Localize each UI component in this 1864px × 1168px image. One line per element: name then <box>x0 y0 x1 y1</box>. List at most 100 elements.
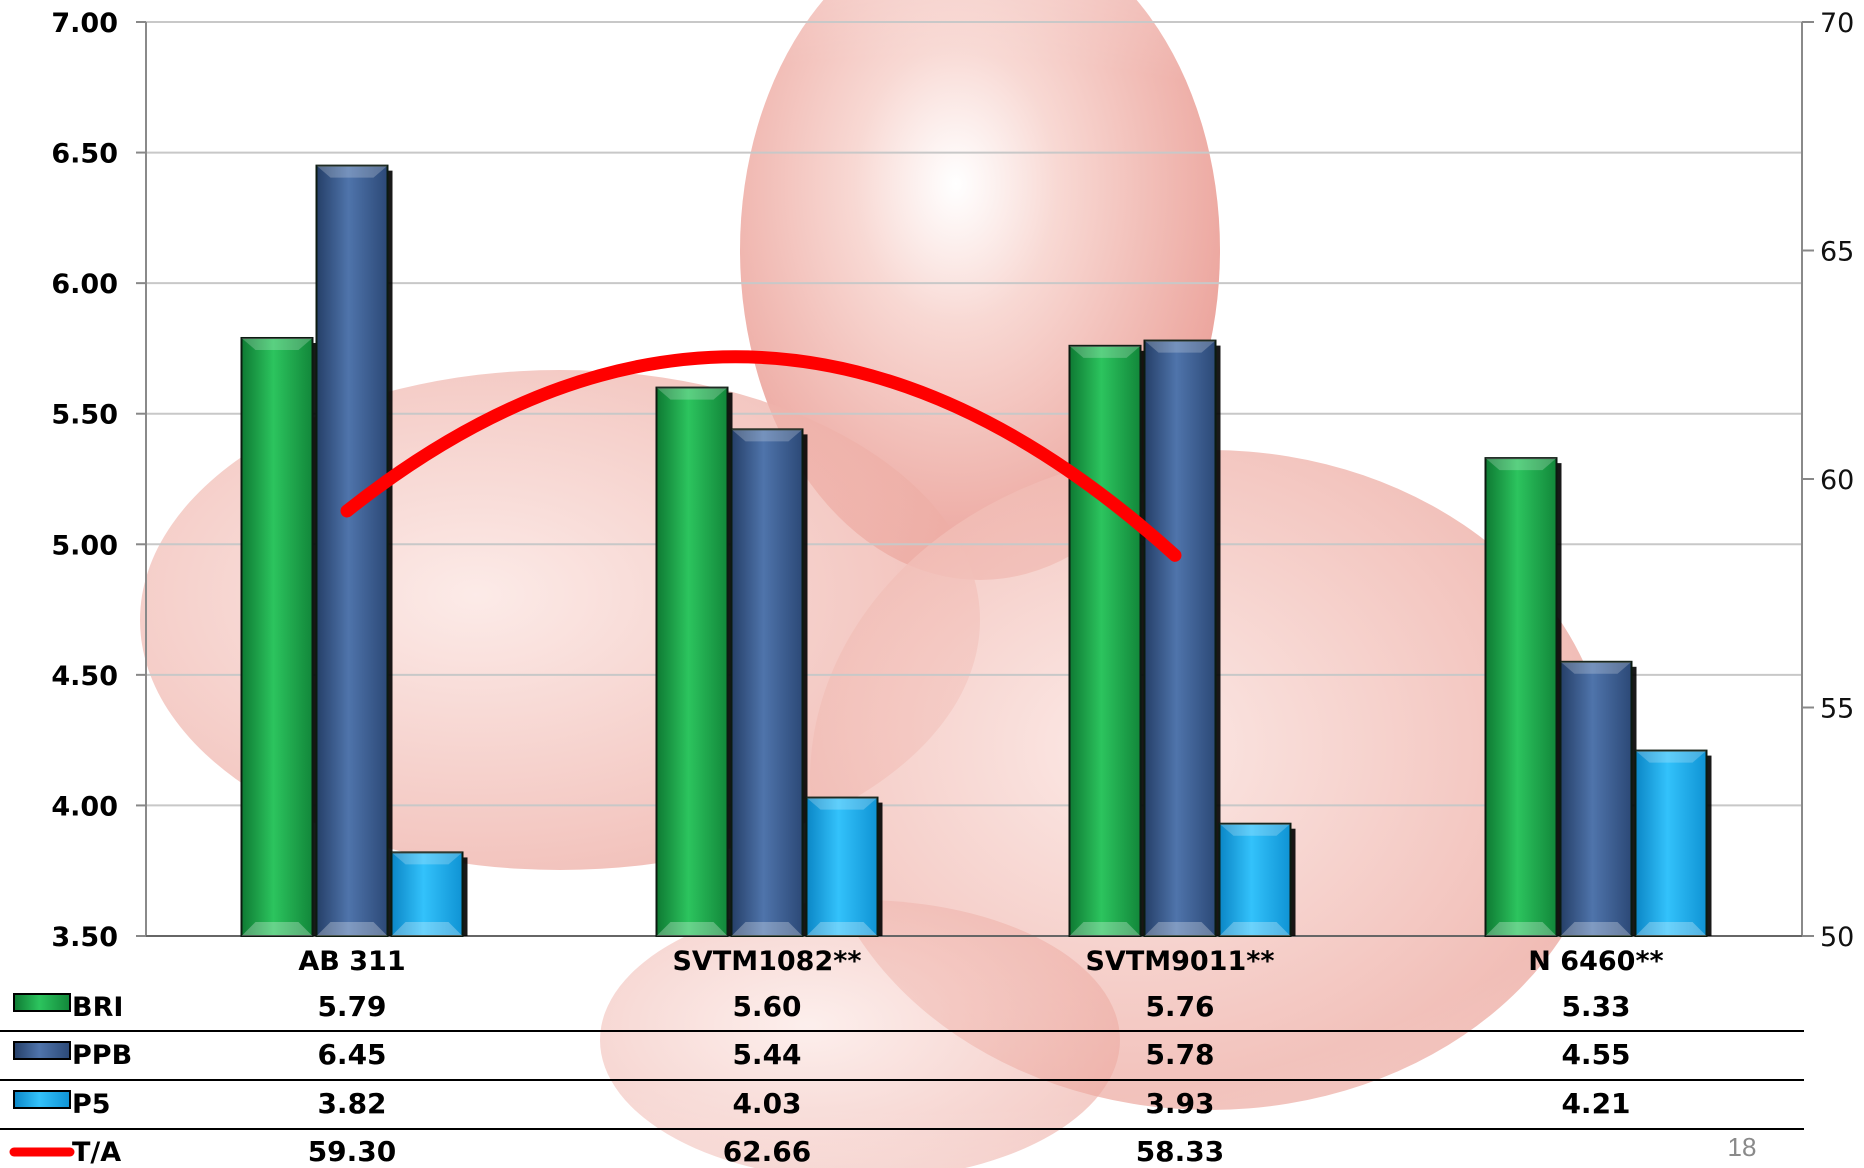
bar-p5 <box>805 796 883 938</box>
left-tick-label: 6.50 <box>51 139 118 170</box>
table-cell: 6.45 <box>317 1038 386 1071</box>
bar-bevel <box>731 922 803 936</box>
table-cell: 4.55 <box>1561 1038 1630 1071</box>
table-row: BRI 5.79 5.60 5.76 5.33 <box>13 990 1631 1023</box>
data-table: BRI 5.79 5.60 5.76 5.33 PPB 6.45 5.44 5.78 4.55 P5… <box>0 990 1804 1168</box>
left-tick-label: 6.00 <box>51 269 118 300</box>
table-cell: 5.33 <box>1561 990 1630 1023</box>
category-label: SVTM1082** <box>672 946 861 977</box>
category-label: N 6460** <box>1528 946 1663 977</box>
bar-body <box>730 428 804 937</box>
right-tick-label: 65 <box>1820 237 1854 268</box>
bar-body <box>1143 339 1217 937</box>
bar-bevel <box>656 922 728 936</box>
bar-bri <box>1068 344 1146 937</box>
legend-swatch <box>13 993 71 1012</box>
table-row: P5 3.82 4.03 3.93 4.21 <box>13 1087 1631 1120</box>
bar-body <box>655 386 729 938</box>
bar-bevel <box>1144 340 1216 353</box>
bar-bevel <box>806 797 878 810</box>
legend-label: T/A <box>72 1137 121 1168</box>
table-cell: 62.66 <box>723 1135 812 1168</box>
table-cell: 59.30 <box>308 1135 397 1168</box>
right-tick-label: 60 <box>1820 465 1854 496</box>
right-tick-label: 50 <box>1820 922 1854 953</box>
table-cell: 5.76 <box>1145 990 1214 1023</box>
bar-p5 <box>1634 749 1712 937</box>
bar-ppb <box>730 428 808 937</box>
left-tick-label: 5.00 <box>51 530 118 561</box>
bar-bri <box>240 336 318 937</box>
table-cell: 58.33 <box>1136 1135 1225 1168</box>
bar-body <box>390 851 464 937</box>
left-tick-label: 4.00 <box>51 791 118 822</box>
left-tick-label: 4.50 <box>51 661 118 692</box>
bar-bevel <box>1144 922 1216 936</box>
right-tick-label: 55 <box>1820 694 1854 725</box>
bar-bevel <box>656 387 728 400</box>
bar-body <box>805 796 879 938</box>
category-labels: AB 311 SVTM1082** SVTM9011** N 6460** <box>298 946 1663 977</box>
bar-bevel <box>1219 922 1291 936</box>
bar-bevel <box>1635 922 1707 936</box>
left-axis-ticks: 3.50 4.00 4.50 5.00 5.50 6.00 6.50 7.00 <box>51 8 146 953</box>
bar-body <box>1218 822 1292 937</box>
bar-ppb <box>1559 660 1637 937</box>
bar-bevel <box>806 922 878 936</box>
bar-body <box>315 164 389 937</box>
table-row: T/A 59.30 62.66 58.33 <box>9 1135 1225 1168</box>
bar-bevel <box>391 922 463 936</box>
table-cell: 5.78 <box>1145 1038 1214 1071</box>
right-tick-label: 70 <box>1820 8 1854 39</box>
bars <box>240 164 1712 938</box>
bar-bri <box>655 386 733 938</box>
ta-line-series <box>340 350 1182 562</box>
left-tick-label: 3.50 <box>51 922 118 953</box>
bar-bevel <box>1069 345 1141 358</box>
bar-bevel <box>391 852 463 865</box>
bar-body <box>1068 344 1142 937</box>
bar-body <box>1634 749 1708 937</box>
bar-bevel <box>1560 661 1632 674</box>
right-axis-ticks: 50 55 60 65 70 <box>1802 8 1854 953</box>
legend-label: BRI <box>72 992 123 1023</box>
bar-bevel <box>731 429 803 442</box>
category-label: SVTM9011** <box>1085 946 1274 977</box>
bar-bevel <box>1560 922 1632 936</box>
bar-bevel <box>316 922 388 936</box>
bar-body <box>240 336 314 937</box>
legend-swatch <box>13 1041 71 1060</box>
bar-bri <box>1484 457 1562 937</box>
table-row: PPB 6.45 5.44 5.78 4.55 <box>13 1038 1631 1071</box>
table-cell: 3.82 <box>317 1087 386 1120</box>
legend-label: P5 <box>72 1089 111 1120</box>
table-cell: 4.03 <box>732 1087 801 1120</box>
table-cell: 5.60 <box>732 990 801 1023</box>
bar-body <box>1484 457 1558 937</box>
bar-bevel <box>1219 823 1291 836</box>
bar-bevel <box>241 337 313 350</box>
bar-bevel <box>1485 922 1557 936</box>
left-tick-label: 5.50 <box>51 400 118 431</box>
bar-bevel <box>316 165 388 178</box>
bar-body <box>1559 660 1633 937</box>
bar-ppb <box>1143 339 1221 937</box>
category-label: AB 311 <box>298 946 405 977</box>
bar-ppb <box>315 164 393 937</box>
legend-label: PPB <box>72 1040 132 1071</box>
page-number: 18 <box>1728 1132 1757 1162</box>
bar-p5 <box>390 851 468 937</box>
bar-bevel <box>1485 458 1557 471</box>
bar-p5 <box>1218 822 1296 937</box>
legend-swatch <box>13 1090 71 1109</box>
bar-bevel <box>1635 750 1707 763</box>
table-cell: 5.79 <box>317 990 386 1023</box>
bar-bevel <box>241 922 313 936</box>
bar-bevel <box>1069 922 1141 936</box>
table-cell: 5.44 <box>732 1038 801 1071</box>
table-cell: 4.21 <box>1561 1087 1630 1120</box>
ta-line <box>340 350 1182 562</box>
left-tick-label: 7.00 <box>51 8 118 39</box>
